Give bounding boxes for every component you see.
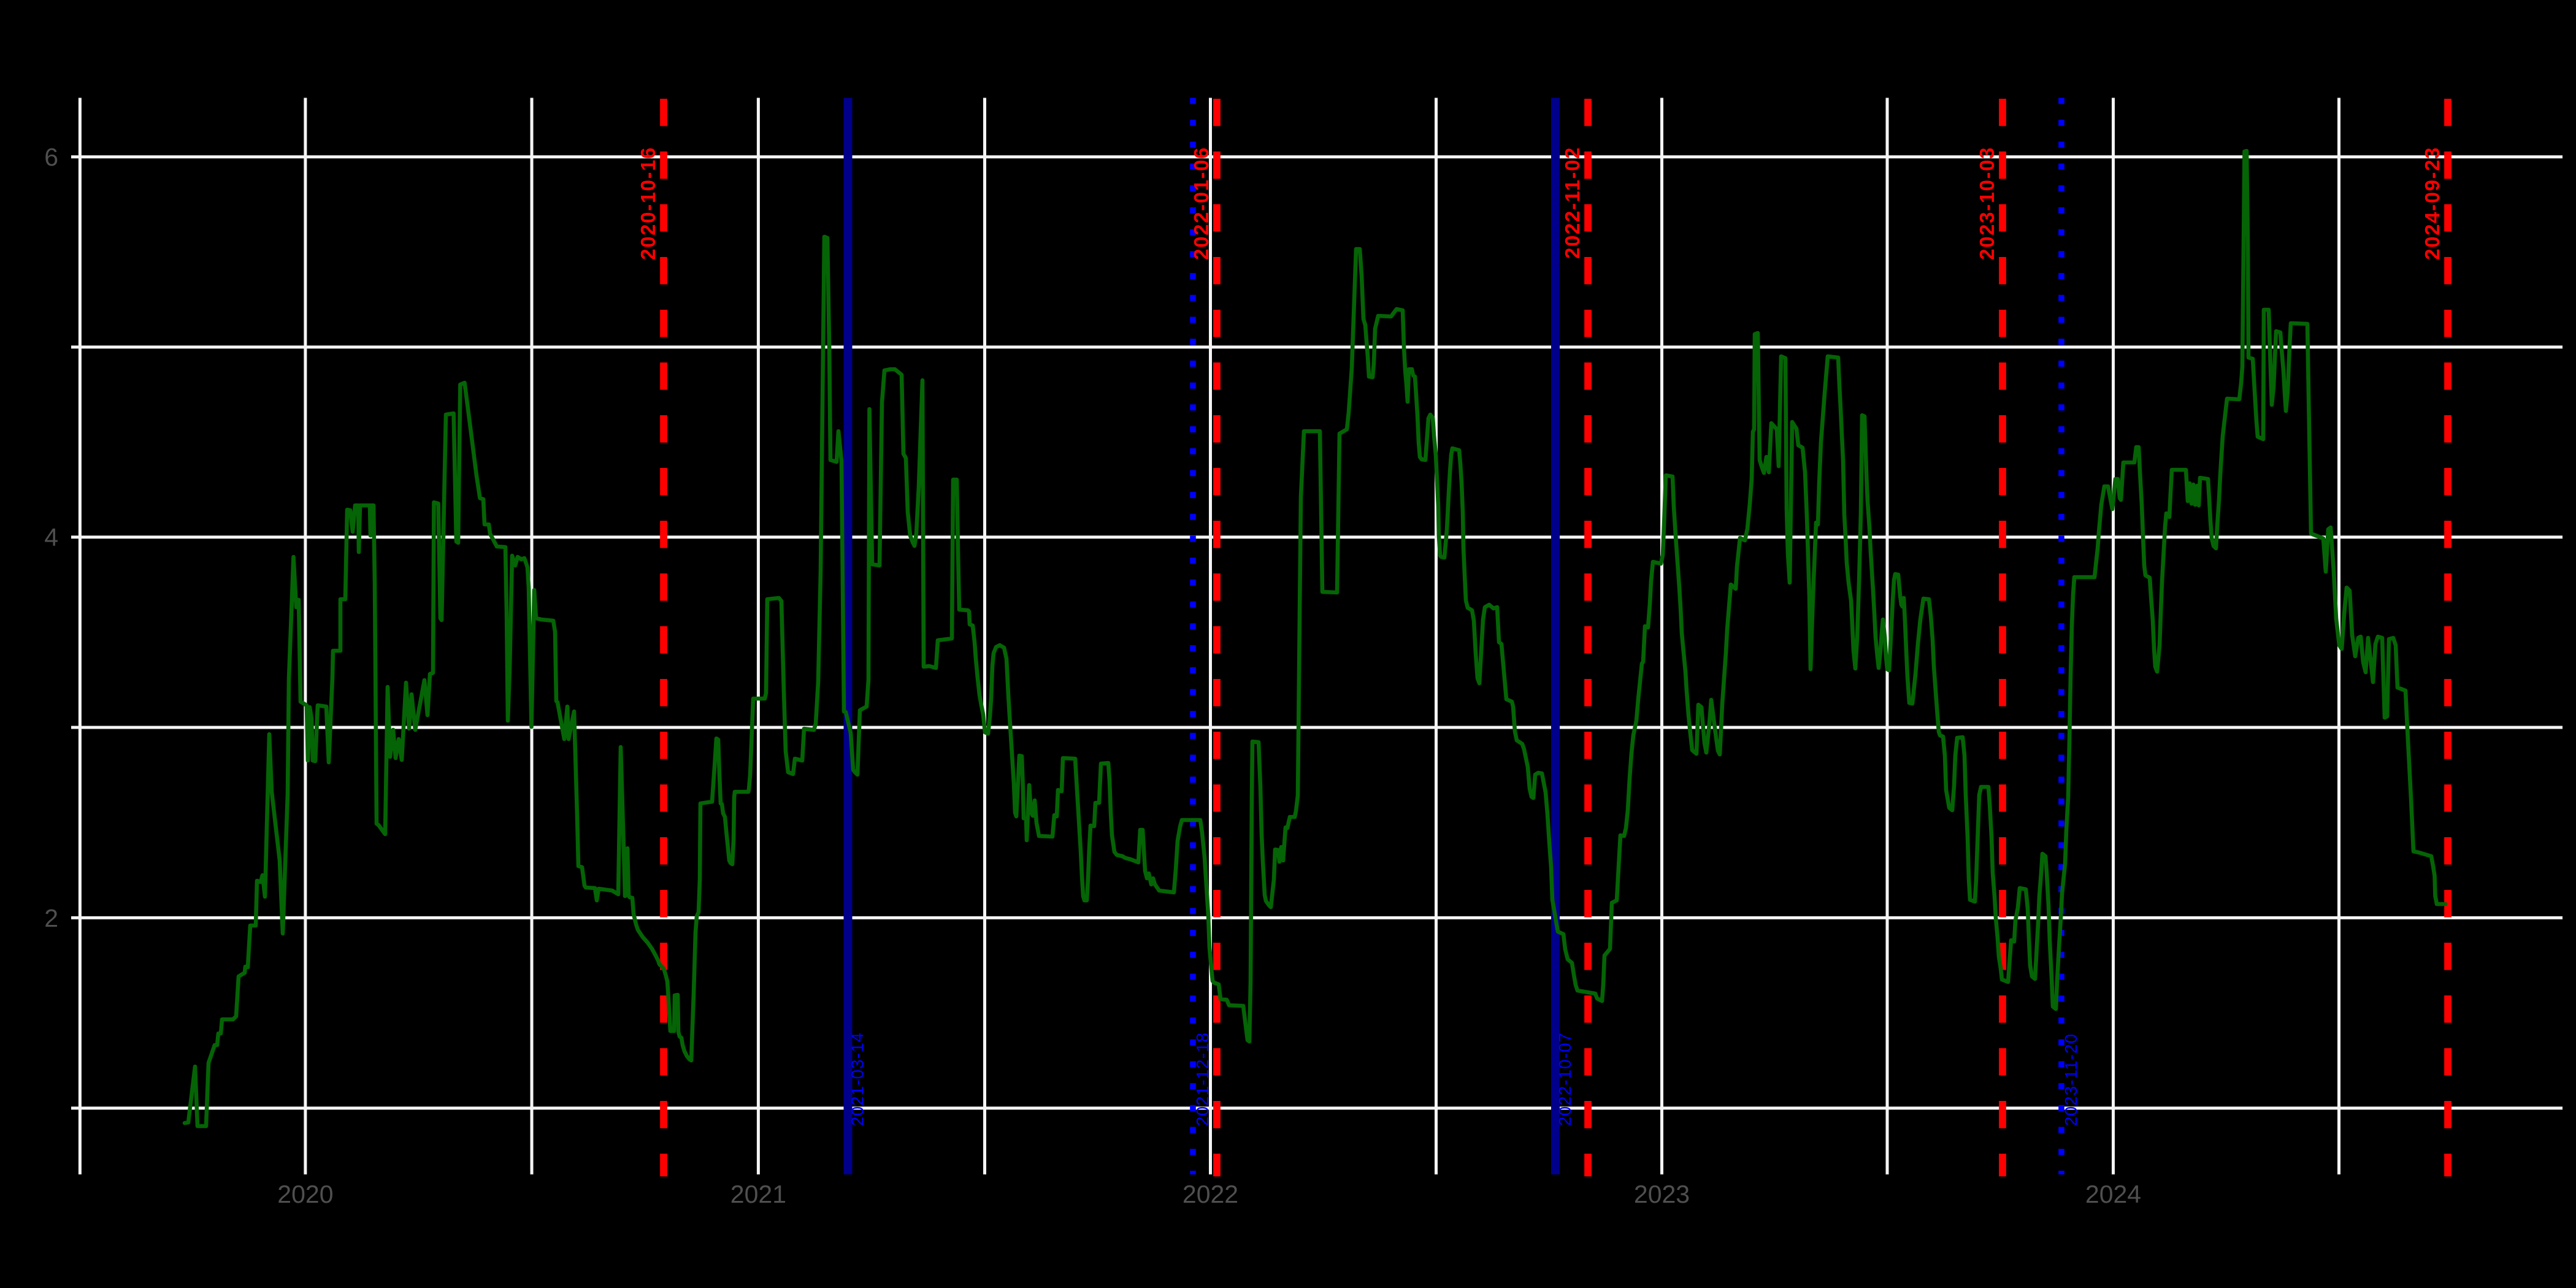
svg-text:2021-03-14: 2021-03-14 — [848, 1032, 867, 1126]
svg-text:2024: 2024 — [2085, 1180, 2141, 1208]
svg-text:2023: 2023 — [1634, 1180, 1690, 1208]
svg-text:2022-10-07: 2022-10-07 — [1555, 1032, 1574, 1126]
svg-text:2023-10-03: 2023-10-03 — [1976, 147, 1998, 260]
svg-text:2020-10-16: 2020-10-16 — [637, 147, 659, 260]
svg-text:2021: 2021 — [730, 1180, 786, 1208]
svg-text:2022: 2022 — [1183, 1180, 1238, 1208]
svg-text:2024-09-23: 2024-09-23 — [2421, 147, 2444, 260]
svg-text:2: 2 — [44, 904, 58, 932]
svg-text:2021-12-18: 2021-12-18 — [1193, 1032, 1212, 1126]
svg-text:2022-01-06: 2022-01-06 — [1190, 147, 1213, 260]
svg-text:4: 4 — [44, 523, 58, 551]
svg-text:2022-11-02: 2022-11-02 — [1561, 147, 1584, 259]
svg-text:2020: 2020 — [277, 1180, 333, 1208]
svg-text:6: 6 — [44, 143, 58, 171]
svg-text:2023-11-20: 2023-11-20 — [2061, 1033, 2080, 1126]
